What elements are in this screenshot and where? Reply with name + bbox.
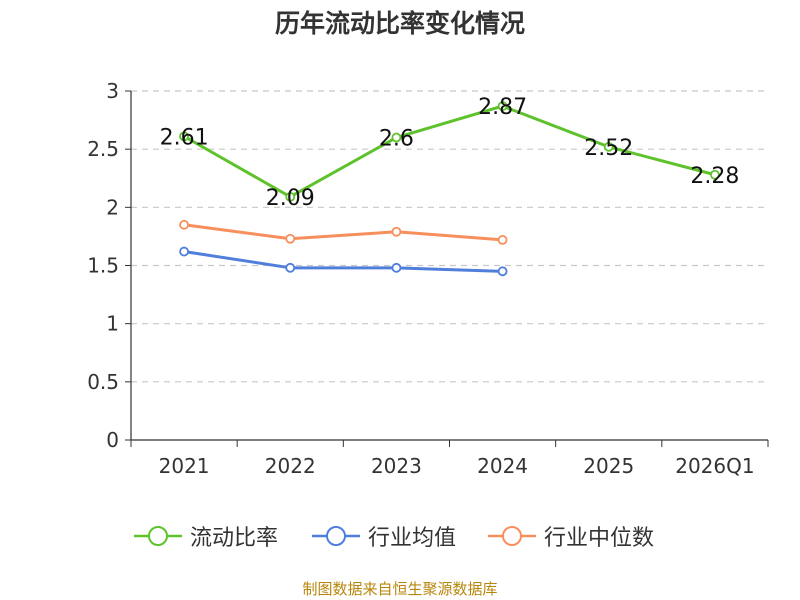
data-label: 2.09 bbox=[266, 186, 315, 211]
y-tick-label: 0 bbox=[106, 428, 119, 452]
x-tick-label: 2022 bbox=[265, 454, 316, 478]
y-tick-label: 2 bbox=[106, 195, 119, 219]
axes: 0 0.5 1 1.5 2 2.5 3 2021 2022 2023 2024 2025 2026Q1 bbox=[87, 79, 769, 478]
series-lines bbox=[179, 101, 720, 277]
data-point-1 bbox=[497, 266, 508, 277]
legend-marker-current-ratio bbox=[134, 526, 182, 546]
data-point-0 bbox=[285, 191, 296, 202]
data-label: 2.61 bbox=[160, 125, 209, 150]
y-tick-label: 2.5 bbox=[87, 137, 119, 161]
data-point-2 bbox=[391, 226, 402, 237]
legend-marker-industry-mean bbox=[312, 526, 360, 546]
y-tick-label: 1 bbox=[106, 312, 119, 336]
data-point-0 bbox=[179, 131, 189, 142]
data-point-0 bbox=[603, 141, 614, 152]
y-tick-label: 3 bbox=[106, 79, 119, 103]
x-tick-label: 2023 bbox=[371, 454, 422, 478]
data-point-0 bbox=[391, 132, 402, 143]
data-point-0 bbox=[710, 169, 720, 180]
legend-label-industry-median: 行业中位数 bbox=[544, 526, 655, 551]
data-label: 2.52 bbox=[584, 136, 633, 161]
source-note: 制图数据来自恒生聚源数据库 bbox=[302, 580, 498, 598]
data-label: 2.6 bbox=[379, 127, 414, 152]
series-line-1 bbox=[183, 250, 503, 273]
legend-item-current-ratio[interactable]: 流动比率 bbox=[134, 521, 278, 551]
legend-marker-industry-median bbox=[488, 526, 536, 546]
data-point-0 bbox=[497, 101, 508, 112]
y-tick-label: 1.5 bbox=[87, 254, 119, 278]
grid-lines bbox=[131, 90, 768, 383]
legend-label-industry-mean: 行业均值 bbox=[368, 526, 457, 551]
data-point-1 bbox=[391, 262, 402, 273]
data-point-2 bbox=[285, 233, 296, 244]
chart-title: 历年流动比率变化情况 bbox=[274, 9, 525, 38]
data-point-2 bbox=[497, 235, 508, 245]
legend-label-current-ratio: 流动比率 bbox=[190, 526, 279, 551]
legend-item-industry-median[interactable]: 行业中位数 bbox=[488, 521, 654, 551]
x-tick-label: 2024 bbox=[477, 454, 528, 478]
series-line-2 bbox=[183, 223, 503, 242]
y-tick-label: 0.5 bbox=[87, 370, 119, 394]
x-tick-label: 2026Q1 bbox=[675, 454, 754, 478]
data-labels: 2.61 2.09 2.6 2.87 2.52 2.28 bbox=[160, 95, 740, 211]
data-point-1 bbox=[179, 246, 189, 257]
data-label: 2.87 bbox=[478, 95, 527, 120]
legend-item-industry-mean[interactable]: 行业均值 bbox=[312, 521, 456, 551]
data-point-2 bbox=[179, 219, 189, 230]
x-tick-label: 2021 bbox=[159, 454, 210, 478]
data-label: 2.28 bbox=[690, 164, 739, 189]
x-tick-label: 2025 bbox=[583, 454, 634, 478]
series-line-0 bbox=[183, 104, 716, 199]
data-point-1 bbox=[285, 262, 296, 273]
